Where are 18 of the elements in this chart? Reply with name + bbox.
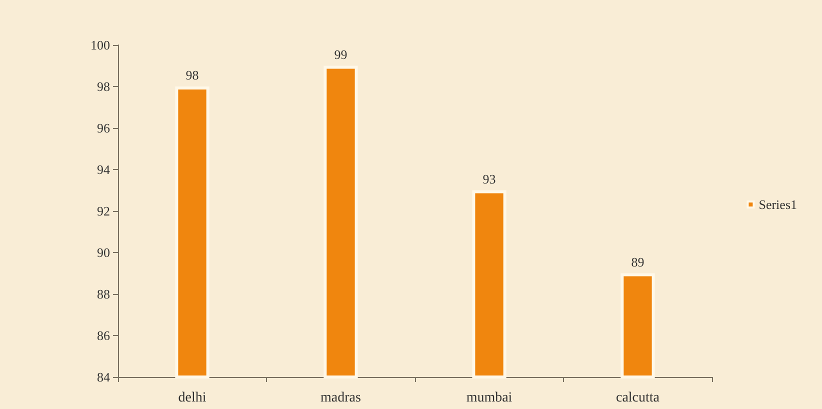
x-tick-label: madras [320, 390, 361, 406]
data-label: 93 [482, 171, 496, 186]
x-tick-label: calcutta [616, 390, 660, 406]
y-tick-label: 100 [90, 38, 110, 52]
y-tick-label: 96 [97, 120, 110, 136]
x-tick-label: delhi [178, 390, 206, 406]
y-tick-label: 94 [97, 162, 110, 177]
legend-label: Series1 [758, 197, 798, 212]
y-tick-label: 90 [97, 245, 110, 260]
y-tick-label: 98 [97, 79, 110, 94]
data-label: 98 [186, 68, 199, 82]
y-tick-label: 92 [97, 204, 110, 218]
y-tick-label: 88 [97, 286, 110, 302]
x-tick-label: mumbai [466, 390, 512, 406]
data-label: 89 [631, 254, 644, 270]
y-tick-label: 86 [97, 328, 110, 343]
data-label: 99 [334, 46, 348, 62]
y-tick-label: 84 [97, 370, 110, 384]
